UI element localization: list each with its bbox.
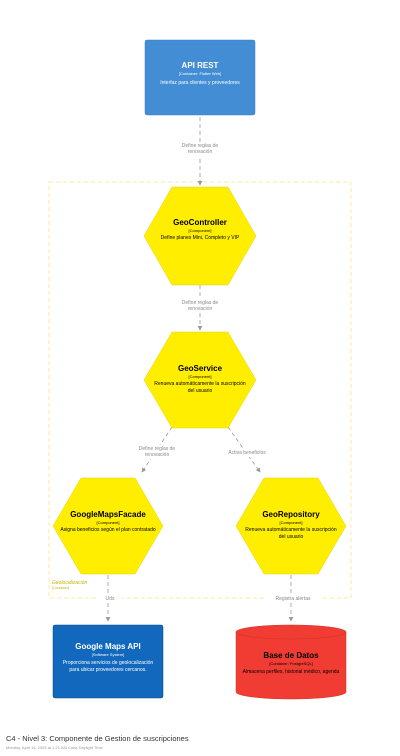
api-rest-type: [Container: Flutter Web] [178,71,222,76]
boundary-type: [Container] [52,586,70,590]
georepository-desc: Renueva automáticamente la suscripción d… [245,527,337,540]
google-maps-api-text: Google Maps API [Software System] Propor… [58,642,158,673]
edge-label-controller-service: Define reglas de renovación [171,299,229,313]
boundary-name: Geolocalización [52,580,88,586]
diagram-title: C4 - Nivel 3: Componente de Gestion de s… [6,734,189,743]
georepository-title: GeoRepository [262,510,320,519]
geoservice-type: [Component] [188,374,212,379]
georepository-node[interactable] [235,477,347,575]
geoservice-node[interactable] [143,331,257,429]
google-maps-api-title: Google Maps API [75,642,141,651]
edge-label-repo-db: Registra alertas [264,595,322,603]
googlemapsfacade-type: [Component] [96,520,120,525]
boundary-label: Geolocalización [Container] [52,580,87,591]
googlemapsfacade-title: GoogleMapsFacade [70,510,146,519]
edge-label-facade-gmaps: Uds [98,595,122,603]
geoservice-text: GeoService [Component] Renueva automátic… [152,364,248,394]
diagram-timestamp: Monday, April 14, 2025 at 1:21 AM Cuba D… [6,745,103,750]
edge-label-service-facade: Define reglas de renovación [128,445,186,459]
database-title: Base de Datos [263,651,319,660]
database-text: Base de Datos [Container: PostgreSQL] Al… [241,651,341,676]
google-maps-api-node[interactable] [52,624,164,699]
googlemapsfacade-text: GoogleMapsFacade [Component] Asigna bene… [60,510,156,534]
georepository-text: GeoRepository [Component] Renueva automá… [243,510,339,540]
googlemapsfacade-node[interactable] [52,477,164,575]
database-node[interactable] [235,624,347,700]
geocontroller-node[interactable] [143,186,257,286]
database-desc: Almacena perfiles, historial médico, age… [242,669,340,675]
google-maps-api-type: [Software System] [91,652,125,657]
geocontroller-text: GeoController [Component] Define planes … [152,218,248,242]
api-rest-node[interactable] [144,39,256,116]
api-rest-desc: Interfaz para clientes y proveedores [160,80,240,86]
edge-label-api-controller: Define reglas de renovación [171,142,229,156]
api-rest-title: API REST [181,61,219,70]
edge-service-to-repo [227,426,261,473]
database-type: [Container: PostgreSQL] [269,661,313,666]
geoservice-title: GeoService [177,364,223,373]
geocontroller-type: [Component] [188,228,212,233]
geocontroller-title: GeoController [173,218,227,227]
google-maps-api-desc: Proporciona servicios de geolocalización… [62,660,154,673]
googlemapsfacade-desc: Asigna beneficios según el plan contrata… [60,527,156,533]
geocontroller-desc: Define planes Mini, Completo y VIP [160,235,240,241]
api-rest-text: API REST [Container: Flutter Web] Interf… [145,61,255,87]
edge-label-service-repo: Activa beneficios [218,449,276,457]
edge-service-to-facade [141,426,173,473]
geoservice-desc: Renueva automáticamente la suscripción d… [154,381,246,394]
georepository-type: [Component] [279,520,303,525]
